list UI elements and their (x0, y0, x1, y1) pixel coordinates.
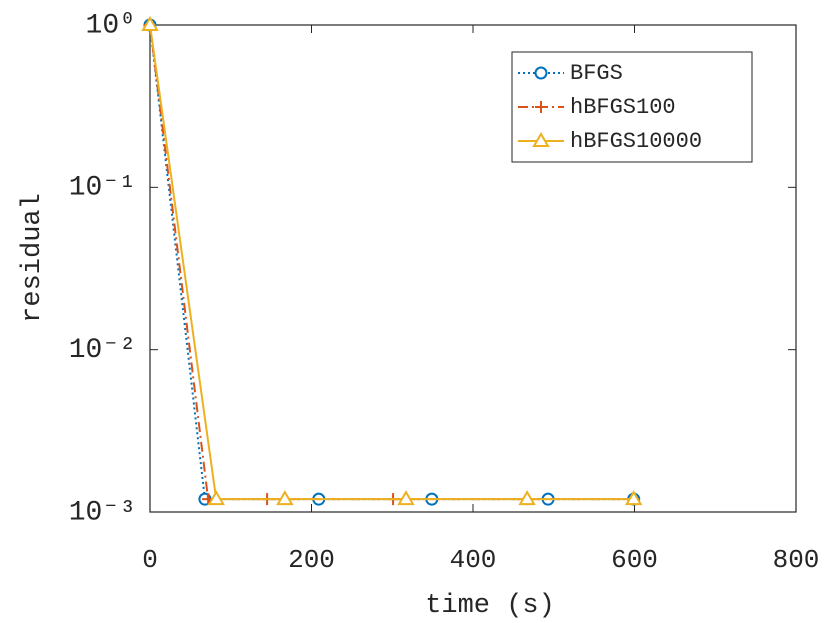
x-tick-label: 0 (142, 545, 158, 575)
x-tick-label: 200 (288, 545, 335, 575)
marker (276, 490, 294, 506)
legend-label: BFGS (570, 61, 623, 86)
marker (624, 490, 643, 506)
marker (207, 490, 225, 506)
marker (532, 132, 550, 147)
x-tick-label: 800 (773, 545, 820, 575)
legend-label: hBFGS100 (570, 95, 676, 120)
marker (397, 490, 415, 506)
marker (518, 490, 536, 506)
y-tick-label: 10⁻¹ (69, 173, 136, 204)
x-tick-label: 600 (611, 545, 658, 575)
marker (535, 101, 547, 113)
x-axis-label: time (s) (425, 591, 555, 621)
y-axis-label: residual (18, 193, 48, 323)
legend-label: hBFGS10000 (570, 129, 702, 154)
series-line (149, 24, 634, 501)
y-tick-label: 10⁻³ (69, 497, 136, 528)
x-tick-label: 400 (450, 545, 497, 575)
y-tick-label: 10⁻² (69, 335, 136, 366)
marker (141, 16, 159, 31)
y-tick-label: 10⁰ (86, 10, 136, 41)
marker (534, 66, 548, 80)
